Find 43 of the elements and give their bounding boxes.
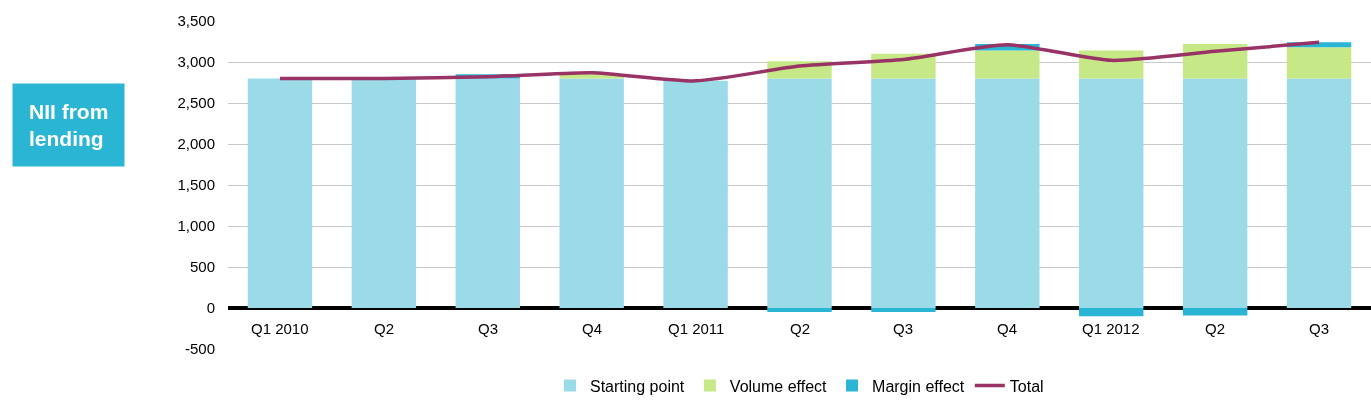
- bar: [1286, 47, 1352, 79]
- bar: [455, 78, 520, 308]
- x-tick-label: Q3: [478, 320, 499, 337]
- x-tick-label: Q1 2012: [1082, 320, 1140, 337]
- y-tick-label: -500: [184, 340, 215, 358]
- bar: [871, 78, 936, 308]
- y-tick-label: 3,500: [177, 12, 215, 30]
- bar: [871, 308, 936, 313]
- bar: [767, 78, 832, 308]
- x-tick-label: Q2: [790, 320, 811, 337]
- bar: [247, 78, 313, 308]
- x-tick-label: Q1 2010: [251, 320, 309, 337]
- legend-label: Volume effect: [729, 377, 828, 395]
- x-tick-label: Q4: [997, 320, 1018, 337]
- bar: [767, 308, 832, 313]
- bar: [663, 80, 728, 308]
- x-tick-label: Q2: [1205, 320, 1226, 337]
- legend-label: Margin effect: [872, 377, 965, 395]
- line-series: [278, 40, 1321, 83]
- x-tick-label: Q3: [1309, 320, 1330, 337]
- y-tick-label: 0: [206, 299, 215, 317]
- bar: [559, 78, 624, 308]
- x-tick-label: Q1 2011: [668, 320, 725, 337]
- bar: [1182, 308, 1248, 316]
- bar: [1182, 78, 1248, 308]
- bar: [975, 50, 1040, 79]
- text: NII from lending: [29, 100, 109, 151]
- y-tick-label: 3,000: [177, 53, 215, 71]
- bar: [351, 78, 417, 308]
- y-tick-label: 1,500: [177, 176, 215, 194]
- x-tick-label: Q3: [893, 320, 914, 337]
- x-tick-label: Q2: [374, 320, 395, 337]
- legend-label: Starting point: [590, 377, 685, 395]
- y-tick-label: 1,000: [177, 217, 215, 235]
- bar: [1079, 308, 1144, 317]
- bar: [1079, 78, 1144, 308]
- y-tick-label: 2,500: [177, 94, 215, 112]
- y-tick-label: 500: [189, 258, 215, 276]
- legend-label: Total: [1009, 377, 1044, 395]
- y-tick-label: 2,000: [177, 135, 215, 153]
- bar: [1286, 78, 1352, 308]
- x-tick-label: Q4: [582, 320, 603, 337]
- bar: [975, 78, 1040, 308]
